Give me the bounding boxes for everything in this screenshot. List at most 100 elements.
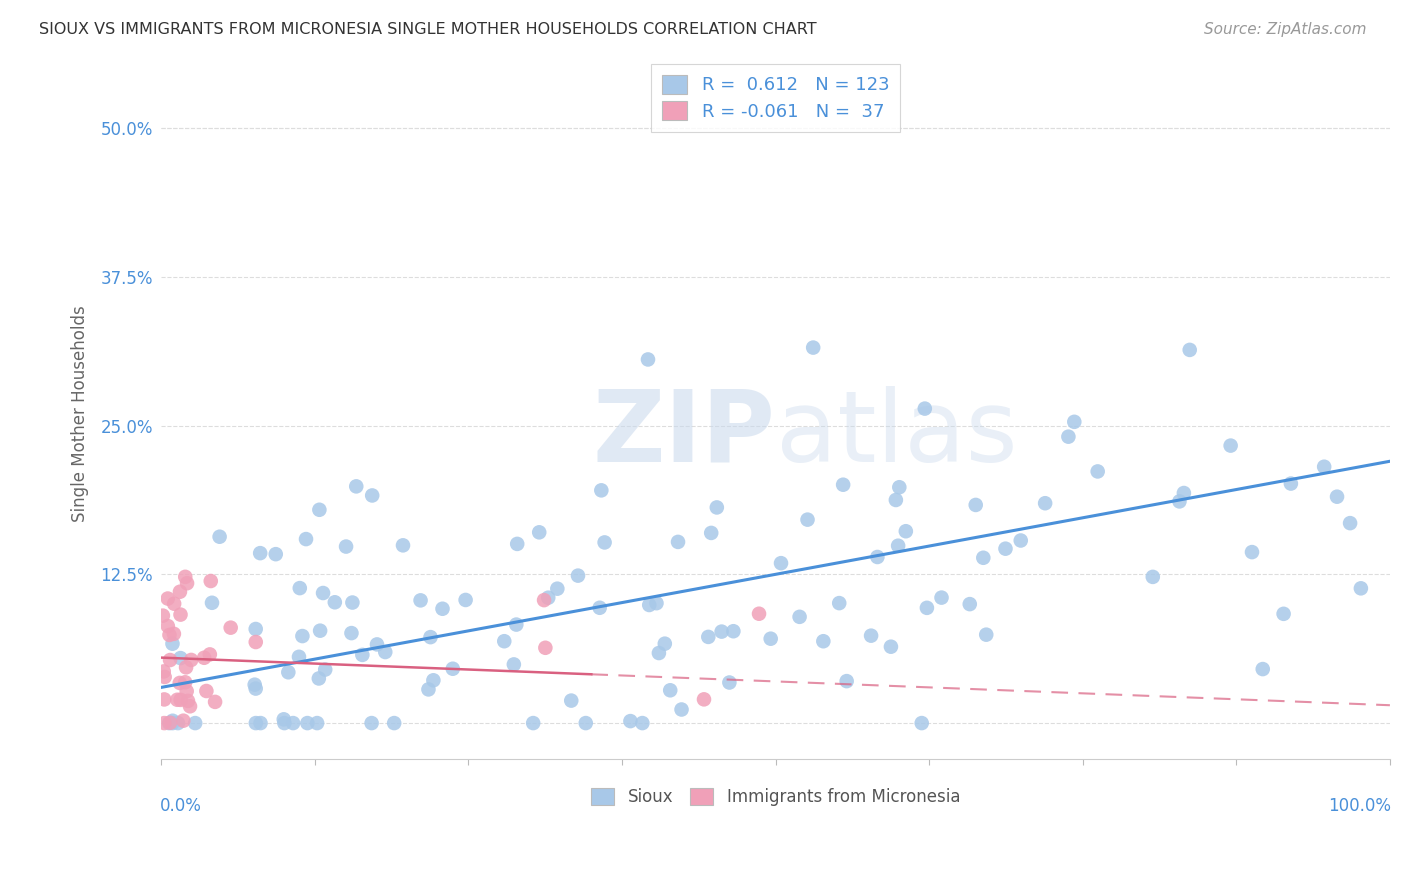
Point [505,617,527,632]
Point [243,678,266,692]
Point [162,714,184,728]
Point [972,550,994,565]
Point [156,591,179,606]
Point [860,629,883,643]
Point [335,540,357,554]
Point [887,539,910,553]
Point [723,624,745,639]
Point [502,657,524,672]
Point [201,596,224,610]
Point [494,634,516,648]
Point [710,624,733,639]
Point [281,716,304,731]
Point [700,525,723,540]
Point [163,627,186,641]
Point [638,598,661,612]
Point [693,692,716,706]
Point [828,596,851,610]
Point [157,716,180,731]
Point [308,672,330,686]
Point [264,547,287,561]
Point [169,651,191,665]
Text: 0.0%: 0.0% [160,797,202,814]
Point [200,574,222,588]
Point [342,595,364,609]
Point [273,716,295,731]
Point [832,477,855,491]
Point [759,632,782,646]
Point [288,649,311,664]
Point [204,695,226,709]
Point [167,716,190,731]
Point [591,483,613,498]
Point [748,607,770,621]
Point [631,716,654,731]
Point [801,341,824,355]
Point [1350,582,1372,596]
Point [288,581,311,595]
Point [314,663,336,677]
Point [994,541,1017,556]
Point [198,648,221,662]
Point [880,640,903,654]
Legend: Sioux, Immigrants from Micronesia: Sioux, Immigrants from Micronesia [585,781,967,813]
Text: atlas: atlas [776,386,1017,483]
Point [1010,533,1032,548]
Point [174,675,197,690]
Point [169,607,191,622]
Point [366,637,388,651]
Text: ZIP: ZIP [593,386,776,483]
Point [273,712,295,726]
Point [671,702,693,716]
Point [432,601,454,615]
Point [931,591,953,605]
Point [835,674,858,689]
Point [184,716,207,731]
Point [637,352,659,367]
Y-axis label: Single Mother Households: Single Mother Households [72,305,89,522]
Point [560,693,582,707]
Point [392,538,415,552]
Point [166,692,188,706]
Point [666,535,689,549]
Point [718,675,741,690]
Point [769,556,792,570]
Point [1272,607,1295,621]
Point [645,596,668,610]
Point [575,716,598,731]
Point [659,683,682,698]
Point [156,619,179,633]
Point [1251,662,1274,676]
Point [418,682,440,697]
Point [179,699,201,714]
Point [172,714,194,728]
Point [529,525,551,540]
Point [174,660,197,674]
Text: SIOUX VS IMMIGRANTS FROM MICRONESIA SINGLE MOTHER HOUSEHOLDS CORRELATION CHART: SIOUX VS IMMIGRANTS FROM MICRONESIA SING… [39,22,817,37]
Point [915,600,938,615]
Point [382,716,405,731]
Point [245,716,267,731]
Point [506,537,529,551]
Point [1326,490,1348,504]
Point [533,593,555,607]
Point [648,646,671,660]
Point [169,676,191,690]
Point [374,645,396,659]
Point [1063,415,1085,429]
Point [277,665,299,680]
Point [159,653,181,667]
Point [344,479,367,493]
Point [245,635,267,649]
Point [153,716,176,731]
Point [1240,545,1263,559]
Point [309,624,332,638]
Point [593,535,616,549]
Point [307,716,329,731]
Point [162,637,184,651]
Point [789,610,811,624]
Point [1173,486,1195,500]
Text: 100.0%: 100.0% [1329,797,1391,814]
Point [534,640,557,655]
Point [546,582,568,596]
